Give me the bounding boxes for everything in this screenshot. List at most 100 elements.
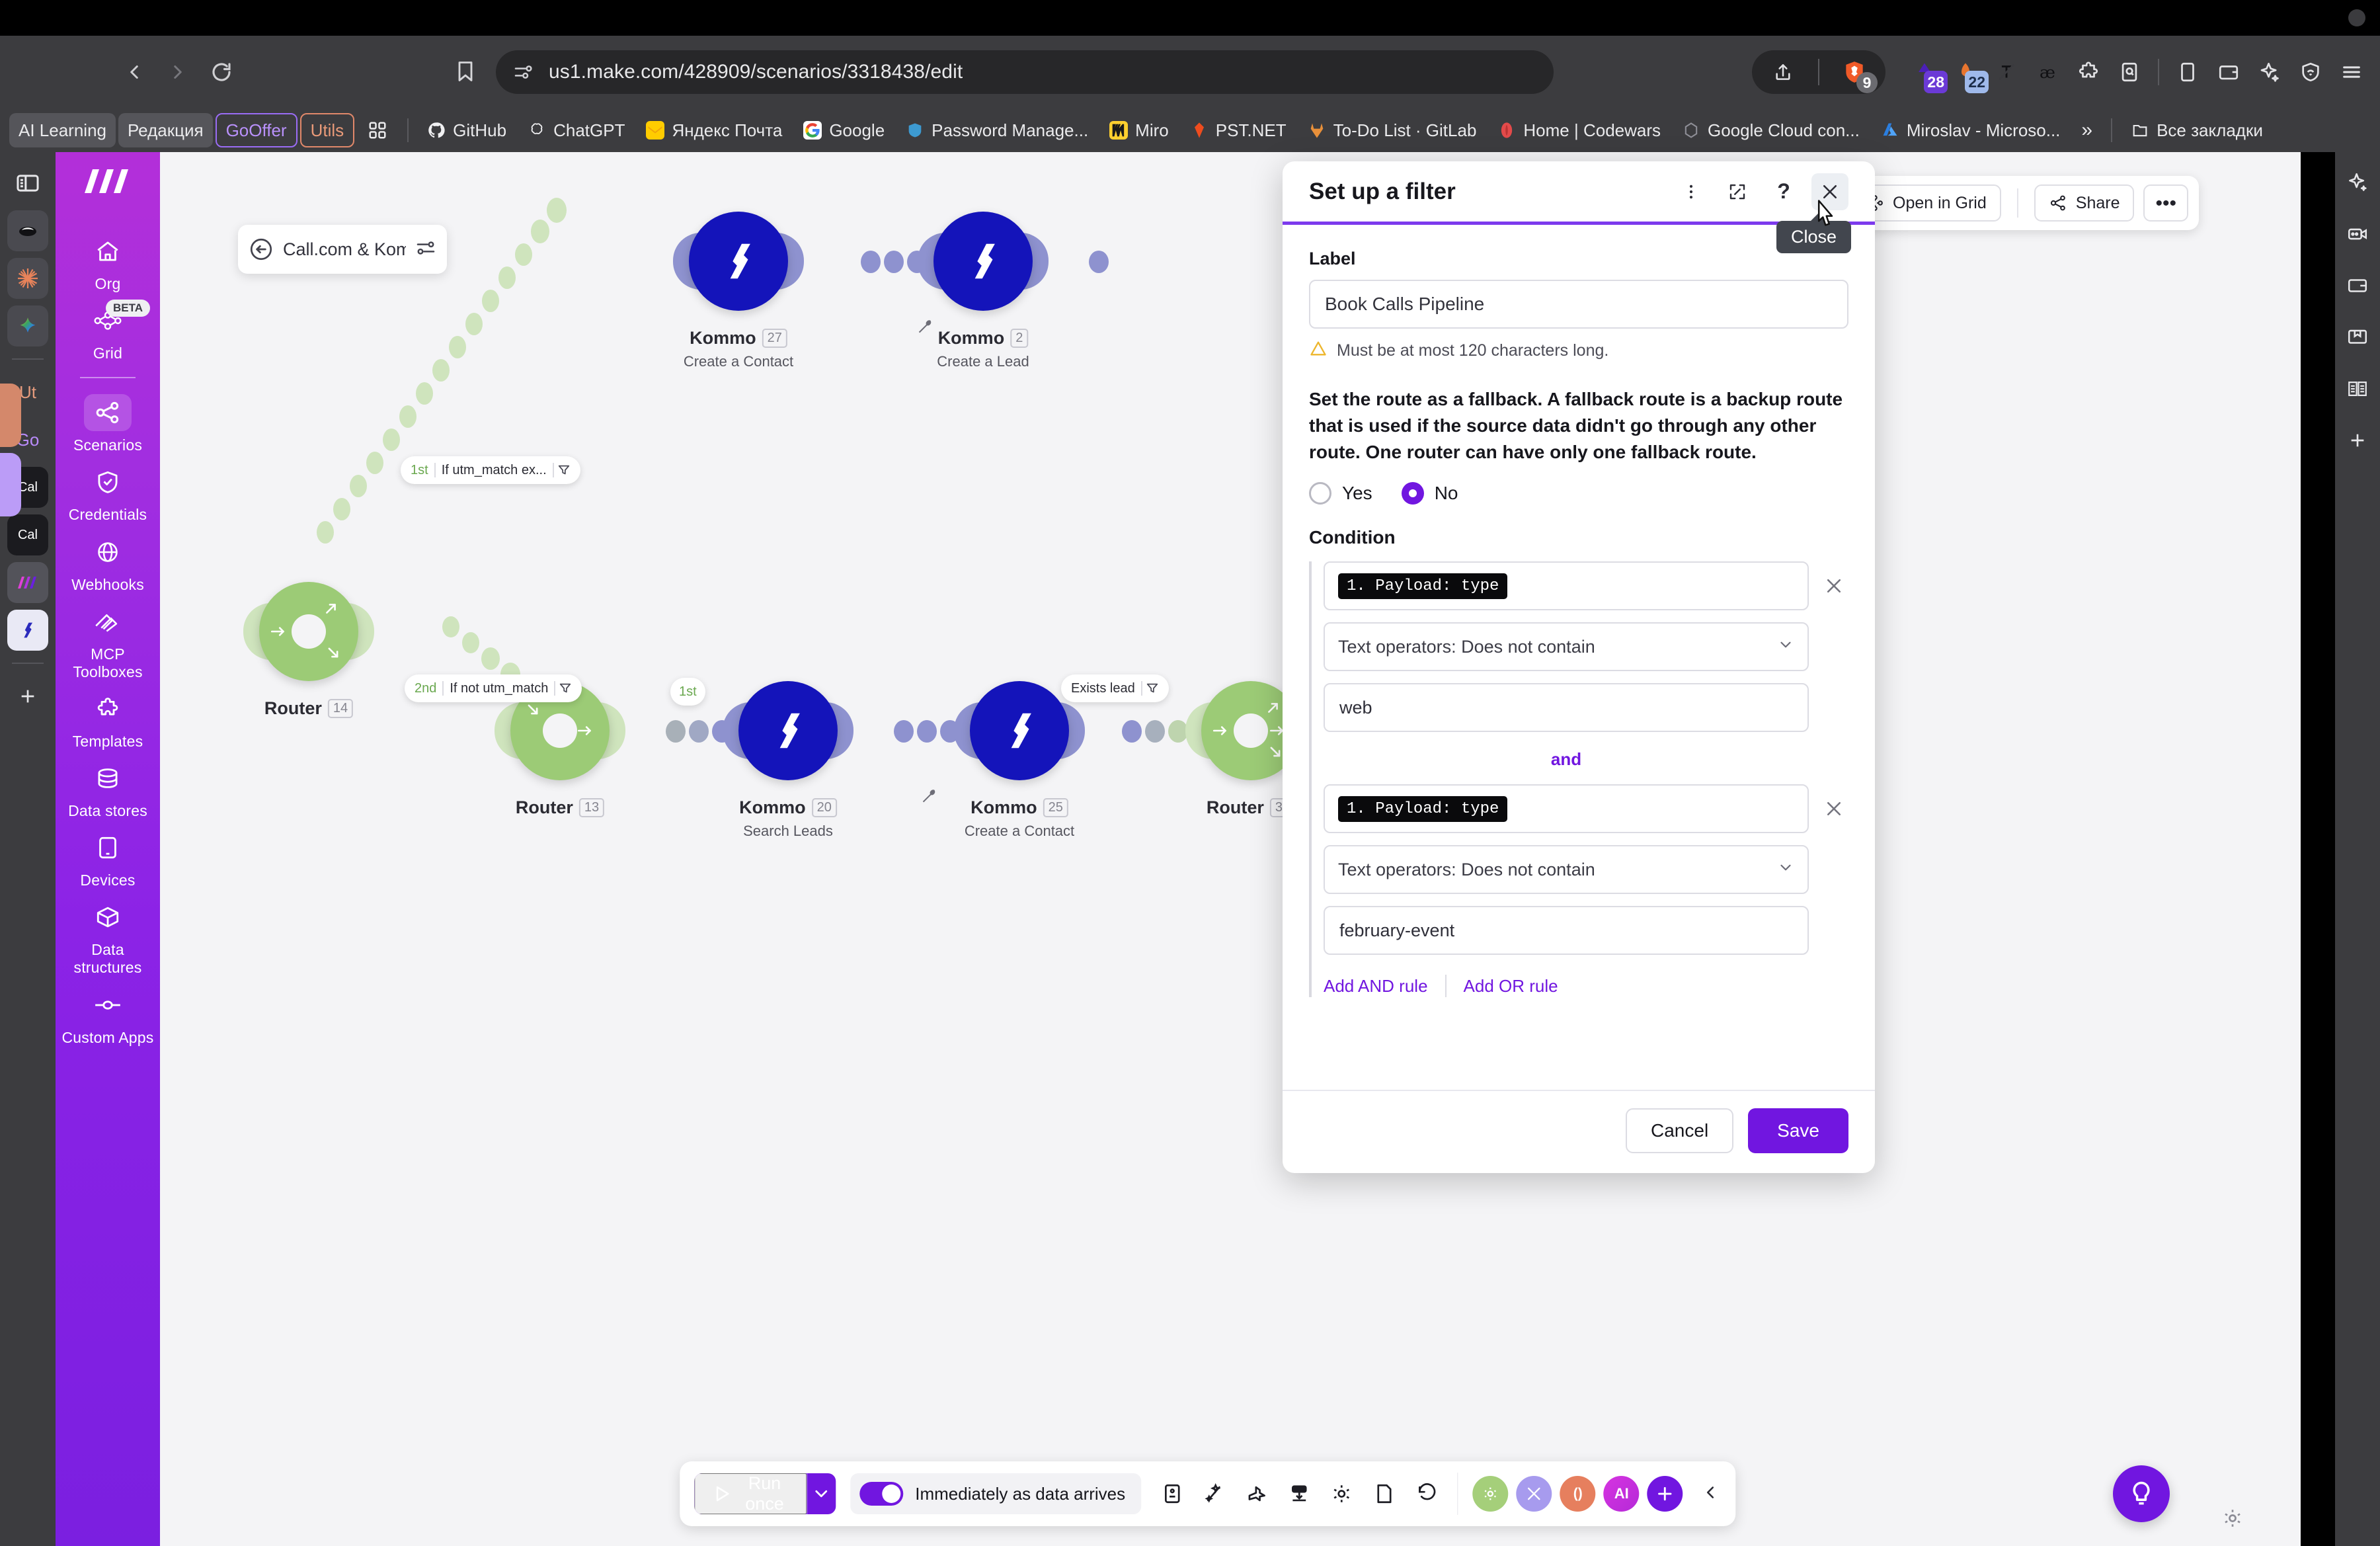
- sliders-icon[interactable]: [415, 237, 436, 262]
- sidebar-item-data-stores[interactable]: Data stores: [61, 753, 154, 823]
- address-bar[interactable]: us1.make.com/428909/scenarios/3318438/ed…: [496, 50, 1554, 94]
- tab-bleed-gooffer[interactable]: [0, 453, 21, 516]
- rule-value-input[interactable]: web: [1324, 683, 1809, 733]
- rule-value-input[interactable]: february-event: [1324, 906, 1809, 956]
- search-page-extension-icon[interactable]: [2110, 53, 2149, 91]
- question-mark-icon[interactable]: ?: [1777, 179, 1790, 203]
- bookmarks-icon[interactable]: [2340, 320, 2375, 354]
- fallback-radio-yes[interactable]: Yes: [1309, 482, 1372, 505]
- bookmark-google-cloud[interactable]: Google Cloud con...: [1673, 113, 1869, 147]
- rule-field-input[interactable]: 1. Payload: type: [1324, 561, 1809, 611]
- filter-funnel-icon[interactable]: [1142, 681, 1165, 696]
- bookmark-redakciya[interactable]: Редакция: [118, 113, 213, 147]
- import-icon[interactable]: [1288, 1483, 1310, 1505]
- module-bulb[interactable]: [689, 212, 788, 311]
- sidebar-panel-icon[interactable]: [2168, 53, 2207, 91]
- sidebar-item-credentials[interactable]: Credentials: [61, 457, 154, 526]
- bookmark-miro[interactable]: Miro: [1100, 113, 1178, 147]
- ellipsis-vertical-icon[interactable]: [1673, 173, 1710, 210]
- help-fab-button[interactable]: [2113, 1465, 2170, 1522]
- notes-icon[interactable]: [1372, 1483, 1395, 1505]
- ai-icon[interactable]: AI: [1603, 1476, 1640, 1512]
- make-logo-icon[interactable]: [83, 167, 132, 196]
- sidebar-item-scenarios[interactable]: Scenarios: [61, 387, 154, 457]
- sidebar-item-templates[interactable]: Templates: [61, 684, 154, 753]
- setup-icon[interactable]: [1472, 1476, 1509, 1512]
- sidebar-item-devices[interactable]: Devices: [61, 823, 154, 892]
- sidebar-item-custom-apps[interactable]: Custom Apps: [61, 980, 154, 1049]
- bookmark-github[interactable]: GitHub: [418, 113, 516, 147]
- reading-list-icon[interactable]: [2340, 372, 2375, 406]
- bookmark-codewars[interactable]: Home | Codewars: [1488, 113, 1670, 147]
- grammar-extension-icon[interactable]: æ: [2028, 53, 2067, 91]
- auto-align-icon[interactable]: [1203, 1483, 1226, 1505]
- back-circle-icon[interactable]: [249, 237, 274, 262]
- sidebar-toggle-icon[interactable]: [7, 163, 48, 204]
- orange-extension-icon[interactable]: 22: [1946, 53, 1989, 93]
- bookmark-google[interactable]: Google: [794, 113, 894, 147]
- add-and-rule-link[interactable]: Add AND rule: [1324, 975, 1428, 996]
- route-chip-2nd-not-utm-match[interactable]: 2nd If not utm_match: [405, 674, 582, 702]
- schedule-toggle-group[interactable]: Immediately as data arrives: [850, 1473, 1142, 1514]
- leo-sparkle-icon[interactable]: [2340, 165, 2375, 200]
- route-chip-1st[interactable]: 1st: [670, 678, 705, 706]
- rule-operator-select[interactable]: Text operators: Does not contain: [1324, 622, 1809, 672]
- bookmark-password-manager[interactable]: Password Manage...: [896, 113, 1097, 147]
- bookmark-yandex-mail[interactable]: Яндекс Почта: [637, 113, 791, 147]
- route-chip-exists-lead[interactable]: Exists lead: [1061, 674, 1169, 702]
- bookmark-icon[interactable]: [447, 53, 484, 90]
- site-settings-icon[interactable]: [513, 61, 534, 83]
- deploy-icon[interactable]: [1246, 1483, 1268, 1505]
- schedule-toggle[interactable]: [859, 1482, 904, 1506]
- bookmark-utils[interactable]: Utils: [299, 113, 355, 147]
- bookmark-gooffer[interactable]: GoOffer: [215, 113, 298, 147]
- bookmark-chatgpt[interactable]: ChatGPT: [518, 113, 634, 147]
- cancel-button[interactable]: Cancel: [1626, 1108, 1734, 1153]
- purple-extension-icon[interactable]: 28: [1905, 53, 1948, 93]
- remove-rule-button[interactable]: [1819, 794, 1848, 823]
- module-kommo-25[interactable]: Kommo 25 Create a Contact: [954, 681, 1085, 839]
- collapse-toolbar-button[interactable]: [1698, 1483, 1722, 1506]
- leo-ai-icon[interactable]: [2250, 53, 2289, 91]
- tab-utils[interactable]: Ut: [19, 382, 36, 402]
- canvas-settings-button[interactable]: [2221, 1507, 2244, 1533]
- filter-funnel-icon[interactable]: [555, 681, 578, 696]
- module-bulb[interactable]: [933, 212, 1033, 311]
- wrench-icon[interactable]: [915, 317, 933, 339]
- sidebar-item-webhooks[interactable]: Webhooks: [61, 527, 154, 596]
- run-once-button[interactable]: Run once: [694, 1473, 807, 1514]
- window-control-dot[interactable]: [2348, 9, 2365, 26]
- module-router-14[interactable]: Router 14: [243, 582, 374, 718]
- apps-grid-icon[interactable]: [357, 113, 398, 147]
- rule-field-input[interactable]: 1. Payload: type: [1324, 784, 1809, 834]
- module-kommo-2[interactable]: Kommo 2 Create a Lead: [918, 212, 1049, 370]
- expand-icon[interactable]: [1719, 173, 1756, 210]
- tab-kommo[interactable]: [7, 610, 48, 651]
- video-icon[interactable]: [2340, 217, 2375, 251]
- module-bulb[interactable]: [738, 681, 838, 780]
- bookmarks-overflow-button[interactable]: »: [2081, 119, 2093, 141]
- remove-rule-button[interactable]: [1819, 571, 1848, 600]
- brave-shields-icon[interactable]: 9: [1835, 53, 1878, 93]
- bookmark-microsoft-azure[interactable]: Miroslav - Microso...: [1872, 113, 2070, 147]
- functions-icon[interactable]: (): [1560, 1476, 1596, 1512]
- bookmark-pstnet[interactable]: PST.NET: [1181, 113, 1296, 147]
- wallet-icon[interactable]: [2209, 53, 2248, 91]
- bookmark-gitlab-todo[interactable]: To-Do List · GitLab: [1298, 113, 1486, 147]
- gear-icon[interactable]: [1330, 1483, 1353, 1505]
- shields-icon[interactable]: [2291, 53, 2330, 91]
- module-bulb[interactable]: [259, 582, 358, 681]
- back-button[interactable]: [112, 50, 156, 94]
- sidebar-item-data-structures[interactable]: Data structures: [61, 892, 154, 979]
- gemini-icon[interactable]: [7, 305, 48, 346]
- leo-ai-icon[interactable]: [7, 210, 48, 251]
- wrench-icon[interactable]: [919, 787, 937, 809]
- undo-icon[interactable]: [1415, 1483, 1437, 1505]
- perplexity-icon[interactable]: [7, 258, 48, 299]
- sidebar-item-org[interactable]: Org: [61, 226, 154, 296]
- run-dropdown-button[interactable]: [807, 1473, 836, 1514]
- module-kommo-20[interactable]: Kommo 20 Search Leads: [723, 681, 853, 839]
- wallet-icon[interactable]: [2340, 268, 2375, 303]
- sidebar-item-grid[interactable]: BETA Grid: [61, 296, 154, 365]
- open-in-grid-button[interactable]: Open in Grid: [1851, 184, 2001, 222]
